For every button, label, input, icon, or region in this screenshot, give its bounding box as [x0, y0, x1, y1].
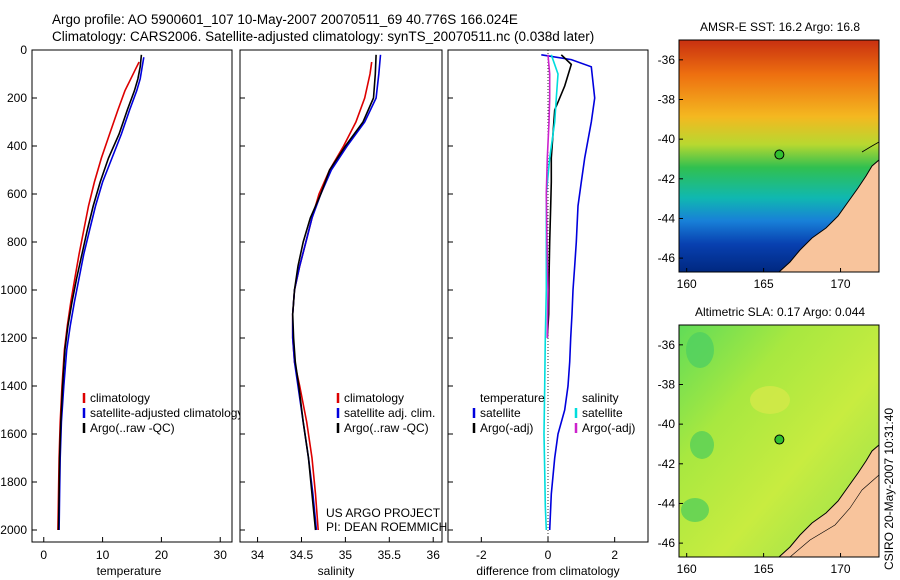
salinity-axes-frame — [239, 49, 443, 543]
sla-depth-contour — [789, 474, 880, 558]
difference-axis: -2 0 2 — [476, 537, 618, 562]
legend-entry: satellite — [582, 406, 623, 420]
sst-map-frame — [678, 39, 880, 273]
sst-map-title: AMSR-E SST: 16.2 Argo: 16.8 — [700, 20, 860, 34]
sla-map: Altimetric SLA: 0.17 Argo: 0.044 -36 -38 -… — [658, 305, 880, 576]
figure-title-line-1: Argo profile: AO 5900601_107 10-May-2007… — [52, 12, 518, 27]
x-tick-label: 2 — [611, 548, 618, 562]
temperature-panel: 0 200 400 600 800 1000 1200 1400 1600 1800 2000 0 1… — [0, 43, 243, 578]
y-tick-label: 1400 — [0, 379, 27, 393]
depth-axis: 0 200 400 600 800 1000 1200 1400 1600 1800 2000 — [0, 43, 37, 537]
legend-entry: climatology — [344, 391, 404, 405]
lat-tick-label: -36 — [658, 53, 676, 67]
series-line-temperature-argo-adj- — [546, 54, 573, 339]
legend-entry: Argo(-adj) — [480, 421, 533, 435]
y-tick-label: 0 — [20, 43, 27, 57]
lat-tick-label: -40 — [658, 417, 676, 431]
y-tick-label: 200 — [7, 91, 27, 105]
y-tick-label: 400 — [7, 139, 27, 153]
lon-tick-label: 170 — [831, 562, 851, 576]
lat-tick-label: -44 — [658, 211, 676, 225]
temperature-axis: 0 10 20 30 — [40, 537, 227, 562]
temperature-axis-label: temperature — [97, 564, 162, 578]
difference-legend: temperature salinitysatelliteArgo(-adj)sa… — [472, 391, 635, 435]
sla-map-title: Altimetric SLA: 0.17 Argo: 0.044 — [695, 305, 865, 319]
series-line-argo-raw-qc- — [57, 54, 143, 531]
sla-map-frame — [678, 324, 880, 558]
x-tick-label: 35 — [339, 548, 353, 562]
lon-tick-label: 160 — [677, 562, 697, 576]
pi-annotation: PI: DEAN ROEMMICH — [326, 520, 447, 534]
lat-tick-label: -38 — [658, 377, 676, 391]
x-tick-label: 35.5 — [378, 548, 402, 562]
legend-entry: satellite-adjusted climatology — [90, 406, 243, 420]
sla-argo-location-marker — [774, 434, 785, 445]
legend-entry: climatology — [90, 391, 150, 405]
salinity-axis: 34 34.5 35 35.5 36 — [251, 537, 440, 562]
legend-entry: satellite adj. clim. — [344, 406, 435, 420]
y-tick-label: 1800 — [0, 475, 27, 489]
y-tick-label: 1000 — [0, 283, 27, 297]
lat-tick-label: -42 — [658, 172, 676, 186]
x-tick-label: 34 — [251, 548, 265, 562]
lon-tick-label: 170 — [831, 277, 851, 291]
lat-tick-label: -36 — [658, 338, 676, 352]
legend-entry: satellite — [480, 406, 521, 420]
temperature-axes-frame — [31, 49, 233, 543]
figure-title-line-2: Climatology: CARS2006. Satellite-adjuste… — [52, 29, 595, 44]
y-tick-label: 600 — [7, 187, 27, 201]
legend-entry: Argo(..raw -QC) — [90, 421, 175, 435]
series-line-temperature-satellite — [541, 54, 596, 531]
legend-entry: Argo(..raw -QC) — [344, 421, 429, 435]
sla-anomaly-patch — [681, 498, 709, 522]
sst-coastline — [861, 141, 880, 153]
sst-map: AMSR-E SST: 16.2 Argo: 16.8 -36 -38 -40 -42… — [658, 20, 880, 291]
x-tick-label: 36 — [427, 548, 441, 562]
y-tick-label: 1600 — [0, 427, 27, 441]
y-tick-label: 800 — [7, 235, 27, 249]
legend-heading: temperature — [480, 391, 545, 405]
x-tick-label: 10 — [96, 548, 110, 562]
legend-heading: salinity — [582, 391, 619, 405]
lat-tick-label: -40 — [658, 132, 676, 146]
salinity-axis-label: salinity — [318, 564, 355, 578]
sst-argo-location-marker — [774, 149, 785, 160]
difference-axis-label: difference from climatology — [476, 564, 619, 578]
y-tick-label: 1200 — [0, 331, 27, 345]
project-annotation: US ARGO PROJECT — [326, 506, 441, 520]
lon-tick-label: 165 — [754, 277, 774, 291]
x-tick-label: 0 — [40, 548, 47, 562]
sla-anomaly-patch — [750, 386, 790, 414]
series-line-salinity-argo-adj- — [545, 54, 551, 339]
y-tick-label: 2000 — [0, 523, 27, 537]
lat-tick-label: -42 — [658, 457, 676, 471]
lat-tick-label: -46 — [658, 251, 676, 265]
lon-tick-label: 160 — [677, 277, 697, 291]
x-tick-label: -2 — [476, 548, 487, 562]
x-tick-label: 34.5 — [290, 548, 314, 562]
side-timestamp: CSIRO 20-May-2007 10:31:40 — [882, 408, 896, 570]
lon-tick-label: 165 — [754, 562, 774, 576]
lat-tick-label: -38 — [658, 92, 676, 106]
difference-panel: -2 0 2 temperature salinitysatelliteArgo(-a… — [447, 49, 649, 578]
sla-anomaly-patch — [686, 332, 714, 368]
x-tick-label: 30 — [214, 548, 228, 562]
sla-anomaly-patch — [690, 431, 714, 459]
lat-tick-label: -44 — [658, 496, 676, 510]
x-tick-label: 0 — [545, 548, 552, 562]
x-tick-label: 20 — [155, 548, 169, 562]
series-line-salinity-satellite — [543, 54, 559, 531]
legend-entry: Argo(-adj) — [582, 421, 635, 435]
lat-tick-label: -46 — [658, 536, 676, 550]
series-line-argo-raw-qc- — [291, 54, 377, 531]
